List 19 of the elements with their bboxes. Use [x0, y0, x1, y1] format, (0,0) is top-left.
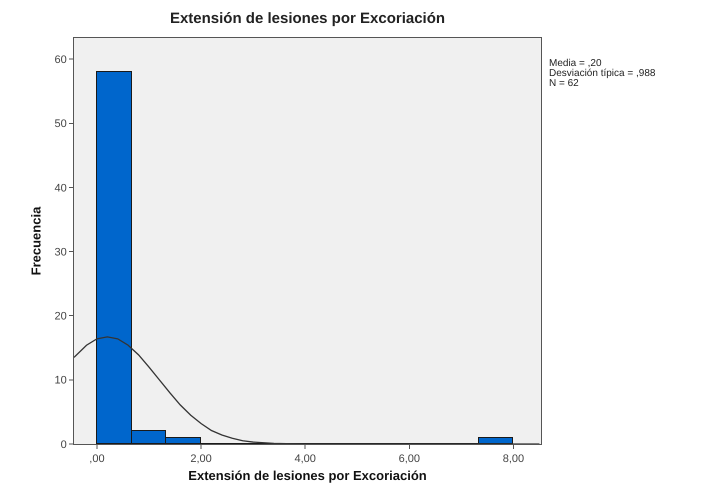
y-tick-label: 20 — [54, 310, 67, 323]
text: N = 62 — [549, 78, 580, 89]
y-tick-label: 60 — [54, 54, 67, 66]
x-tick-label: 6,00 — [398, 453, 420, 466]
x-axis-title: Extensión de lesiones por Excoriación — [188, 468, 427, 483]
x-tick-label: 2,00 — [190, 453, 212, 466]
y-tick-label: 50 — [54, 118, 67, 130]
y-tick-label: 10 — [54, 374, 67, 387]
y-axis-title: Frecuencia — [28, 206, 44, 276]
x-tick-label: 4,00 — [294, 453, 316, 466]
chart-title: Extensión de lesiones por Excoriación — [170, 10, 446, 27]
line-series — [74, 336, 540, 444]
y-tick-label: 0 — [60, 438, 67, 451]
x-tick-label: ,00 — [89, 453, 105, 466]
y-tick-label: 30 — [54, 246, 67, 258]
y-tick-label: 40 — [54, 182, 67, 194]
x-tick-label: 8,00 — [502, 453, 524, 466]
text: Media = ,20 — [549, 58, 602, 69]
text: Desviación típica = ,988 — [549, 68, 656, 79]
